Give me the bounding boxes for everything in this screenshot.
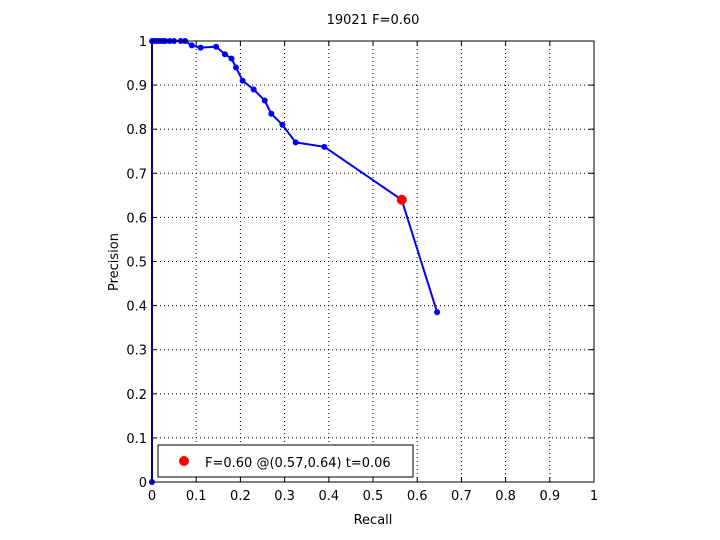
- x-tick-label: 0.6: [407, 489, 428, 504]
- y-tick-label: 0.5: [126, 256, 147, 271]
- data-point: [292, 139, 299, 146]
- x-tick-label: 0.3: [274, 489, 295, 504]
- chart-title: 19021 F=0.60: [327, 13, 420, 28]
- grid-lines: [152, 41, 594, 482]
- y-tick-label: 0.3: [126, 344, 147, 359]
- x-tick-label: 0.4: [318, 489, 339, 504]
- y-tick-label: 0.2: [126, 388, 147, 403]
- best-f-point: [396, 194, 407, 205]
- x-tick-label: 0.9: [539, 489, 560, 504]
- x-tick-label: 1: [590, 489, 598, 504]
- x-axis-label: Recall: [354, 513, 393, 528]
- x-tick-label: 0.7: [451, 489, 472, 504]
- x-tick-label: 0.8: [495, 489, 516, 504]
- data-point: [434, 309, 441, 316]
- data-point: [239, 77, 246, 84]
- data-point: [197, 44, 204, 51]
- data-point: [228, 55, 235, 62]
- x-tick-label: 0.1: [186, 489, 207, 504]
- data-point: [221, 51, 228, 58]
- legend-marker: [179, 456, 189, 466]
- x-tick-label: 0: [148, 489, 156, 504]
- data-point: [321, 143, 328, 150]
- y-tick-label: 0.9: [126, 79, 147, 94]
- y-tick-label: 1: [139, 35, 147, 50]
- data-point: [279, 121, 286, 128]
- y-tick-label: 0: [139, 476, 147, 491]
- plot-frame: [151, 40, 595, 483]
- data-point: [188, 42, 195, 49]
- y-tick-label: 0.4: [126, 300, 147, 315]
- data-point: [232, 64, 239, 71]
- legend-box: [157, 444, 414, 478]
- y-tick-label: 0.6: [126, 211, 147, 226]
- data-point: [268, 110, 275, 117]
- y-axis-label: Precision: [107, 233, 122, 291]
- x-tick-label: 0.2: [230, 489, 251, 504]
- data-point: [250, 86, 257, 93]
- legend-text: F=0.60 @(0.57,0.64) t=0.06: [205, 456, 391, 471]
- data-point: [261, 97, 268, 104]
- data-point: [213, 43, 220, 50]
- axis-ticks: 0 0.1 0.2 0.3 0.4 0.5 0.6 0.7 0.8 0.9 1 0 0.1 0.2 0.3 0…: [126, 35, 598, 504]
- y-tick-label: 0.7: [126, 167, 147, 182]
- legend: F=0.60 @(0.57,0.64) t=0.06: [157, 444, 414, 478]
- y-tick-label: 0.8: [126, 123, 147, 138]
- y-tick-label: 0.1: [126, 432, 147, 447]
- x-tick-label: 0.5: [363, 489, 384, 504]
